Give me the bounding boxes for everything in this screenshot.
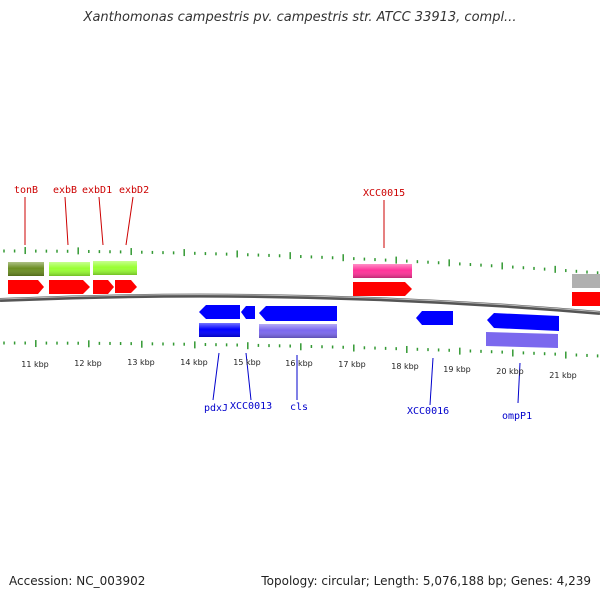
- cds-arrow-small[interactable]: [241, 306, 255, 319]
- tick-label-13: 13 kbp: [127, 358, 155, 367]
- label-ompP1[interactable]: ompP1: [502, 411, 532, 422]
- forward-gene-row: [8, 261, 600, 288]
- leader-exbD2: [125, 196, 134, 246]
- genome-backbone: [0, 293, 600, 315]
- forward-cds-row: [8, 280, 600, 306]
- leader-ompP1: [517, 362, 521, 404]
- tick-label-21: 21 kbp: [549, 371, 577, 380]
- leader-XCC0016: [429, 357, 434, 406]
- label-cls[interactable]: cls: [290, 402, 308, 413]
- cds-arrow-XCC0016[interactable]: [416, 311, 453, 325]
- cds-arrow-pdxJ[interactable]: [199, 305, 240, 319]
- cds-arrow-ompP1[interactable]: [487, 313, 559, 331]
- tick-label-11: 11 kbp: [21, 360, 49, 369]
- tick-label-12: 12 kbp: [74, 359, 102, 368]
- cds-arrow-cls[interactable]: [259, 306, 337, 321]
- leader-exbB: [64, 196, 69, 246]
- label-exbB[interactable]: exbB: [53, 185, 77, 196]
- tick-label-20: 20 kbp: [496, 367, 524, 376]
- reverse-cds-row: [199, 305, 559, 331]
- cds-arrow-exbD1[interactable]: [93, 280, 114, 294]
- gene-right-edge-gray[interactable]: [572, 274, 600, 288]
- genome-backbone-highlight: [0, 294, 600, 313]
- cds-arrow-tonB[interactable]: [8, 280, 44, 294]
- label-XCC0016[interactable]: XCC0016: [407, 406, 449, 417]
- label-exbD1[interactable]: exbD1: [82, 185, 112, 196]
- leader-exbD1: [98, 196, 104, 246]
- label-pdxJ[interactable]: pdxJ: [204, 403, 228, 414]
- cds-right-edge[interactable]: [572, 292, 600, 306]
- tick-label-17: 17 kbp: [338, 360, 366, 369]
- accession-text: Accession: NC_003902: [9, 574, 146, 588]
- tick-label-14: 14 kbp: [180, 358, 208, 367]
- label-XCC0013[interactable]: XCC0013: [230, 401, 272, 412]
- cds-arrow-exbD2[interactable]: [115, 280, 137, 293]
- cds-arrow-XCC0015[interactable]: [353, 282, 412, 296]
- gene-ompP1[interactable]: [486, 332, 558, 348]
- leader-XCC0013: [245, 352, 252, 401]
- genome-summary-text: Topology: circular; Length: 5,076,188 bp…: [261, 574, 591, 588]
- tick-marks: [3, 247, 599, 359]
- tick-label-16: 16 kbp: [285, 359, 313, 368]
- label-exbD2[interactable]: exbD2: [119, 185, 149, 196]
- map-title: Xanthomonas campestris pv. campestris st…: [83, 10, 517, 25]
- tick-label-18: 18 kbp: [391, 362, 419, 371]
- tick-label-19: 19 kbp: [443, 365, 471, 374]
- label-tonB[interactable]: tonB: [14, 185, 38, 196]
- leader-pdxJ: [212, 352, 220, 401]
- tick-label-15: 15 kbp: [233, 358, 261, 367]
- reverse-gene-row: [199, 323, 558, 348]
- label-XCC0015[interactable]: XCC0015: [363, 188, 405, 199]
- leader-lines: [24, 196, 521, 406]
- cds-arrow-exbB[interactable]: [49, 280, 90, 294]
